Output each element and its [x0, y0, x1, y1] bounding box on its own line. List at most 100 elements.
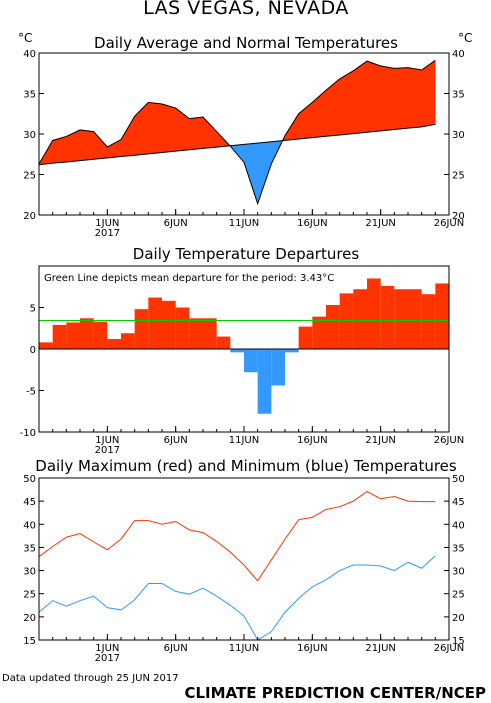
departure-bar	[285, 349, 299, 353]
panel2-xtick-label: 11JUN	[229, 435, 259, 446]
departure-bar	[80, 318, 94, 349]
departure-bar	[298, 326, 313, 349]
departure-bar	[435, 283, 449, 349]
panel2-ytick-label: 0	[30, 345, 36, 356]
panel1-area-segment	[107, 139, 122, 159]
departure-bar	[93, 321, 108, 349]
panel1-area-segment	[366, 60, 381, 133]
panel1-area-segment	[421, 59, 436, 128]
panel-average-normal: Daily Average and Normal Temperatures °C…	[18, 31, 472, 239]
departure-bar	[339, 293, 354, 349]
mean-departure-annotation: Green Line depicts mean departure for th…	[44, 273, 334, 284]
panel2-xtick-label: 16JUN	[297, 435, 327, 446]
departure-bar	[134, 309, 149, 349]
panel1-area-segment	[93, 130, 108, 160]
departure-bar	[107, 339, 121, 349]
panel2-xtick-label: 1JUN	[95, 435, 119, 446]
panel3-ytick-label: 20	[23, 613, 36, 624]
panel3-xtick-label: 1JUN	[95, 643, 119, 654]
panel2-xtick-sublabel: 2017	[95, 445, 120, 456]
panel1-area-segment	[52, 136, 67, 164]
departure-bar	[421, 294, 436, 349]
panel2-ytick-label: 5	[30, 304, 36, 315]
panel1-area-segment	[394, 67, 409, 130]
departure-bar	[312, 316, 326, 349]
panel-max-min: Daily Maximum (red) and Minimum (blue) T…	[23, 457, 464, 664]
panel1-xtick-label: 26JUN	[434, 218, 464, 229]
credit-label: CLIMATE PREDICTION CENTER/NCEP	[184, 684, 486, 702]
panel3-ytick-label-right: 45	[452, 497, 465, 508]
panel1-ytick-label-right: 40	[452, 49, 465, 60]
departure-bar	[52, 324, 67, 349]
departure-bar	[203, 318, 217, 349]
panel1-ytick-label-right: 35	[452, 90, 465, 101]
panel1-left-unit: °C	[18, 31, 32, 45]
panel2-ytick-label: -5	[26, 387, 36, 398]
panel1-title: Daily Average and Normal Temperatures	[94, 34, 398, 52]
panel3-ytick-label: 15	[23, 636, 36, 647]
panel1-xtick-label: 1JUN	[95, 218, 119, 229]
panel1-area-segment	[79, 129, 94, 161]
panel1-xtick-label: 21JUN	[365, 218, 395, 229]
panel1-area-segment	[161, 103, 176, 153]
panel1-area-segment	[243, 142, 258, 204]
departure-bar	[271, 349, 285, 386]
panel1-area-segment	[175, 107, 190, 152]
panel1-area-segment	[148, 102, 163, 155]
panel3-ytick-label-right: 40	[452, 520, 465, 531]
panel1-area-segment	[339, 70, 354, 136]
panel3-ytick-label-right: 30	[452, 567, 465, 578]
panel1-ytick-label-right: 30	[452, 130, 465, 141]
departure-bar	[380, 285, 395, 349]
panel3-ytick-label: 45	[23, 497, 36, 508]
panel3-ytick-label: 30	[23, 567, 36, 578]
panel1-ytick-label: 40	[23, 49, 36, 60]
panel1-area-segment	[380, 65, 395, 132]
departure-bar	[257, 349, 272, 414]
panel2-xtick-label: 6JUN	[164, 435, 188, 446]
panel1-right-unit: °C	[458, 31, 472, 45]
panel1-xtick-label: 11JUN	[229, 218, 259, 229]
panel1-area-segment	[312, 89, 327, 138]
data-updated-note: Data updated through 25 JUN 2017	[2, 673, 179, 684]
panel1-area-segment	[134, 101, 149, 156]
panel1-area-segment	[353, 60, 368, 134]
departure-bar	[175, 307, 190, 349]
departure-bar	[408, 289, 422, 349]
average-temperature-line	[38, 59, 436, 206]
departure-bar	[394, 289, 408, 349]
panel2-title: Daily Temperature Departures	[133, 245, 360, 263]
panel1-ytick-label: 30	[23, 130, 36, 141]
departure-bar	[353, 289, 367, 349]
departure-bar	[230, 349, 244, 353]
panel1-ytick-label: 25	[23, 171, 36, 182]
panel3-xtick-label: 6JUN	[164, 643, 188, 654]
departure-bar	[121, 333, 135, 349]
panel3-title: Daily Maximum (red) and Minimum (blue) T…	[35, 457, 457, 475]
departure-bar	[148, 297, 162, 349]
min-temperature-line	[38, 555, 436, 641]
departure-bar	[326, 305, 340, 349]
panel1-area-segment	[257, 141, 272, 204]
panel3-ytick-label: 50	[23, 474, 36, 485]
panel1-xtick-sublabel: 2017	[95, 228, 120, 239]
panel1-area-segment	[66, 129, 81, 163]
departure-bar	[244, 349, 258, 373]
departure-bar	[367, 278, 381, 349]
panel3-xtick-label: 16JUN	[297, 643, 327, 654]
departure-bar	[66, 322, 80, 349]
panel3-ytick-label: 40	[23, 520, 36, 531]
panel1-ytick-label-right: 20	[452, 211, 465, 222]
panel1-area-segment	[202, 116, 217, 149]
departure-bar	[216, 336, 231, 349]
panel3-ytick-label: 35	[23, 543, 36, 554]
panel1-area-segment	[189, 116, 204, 151]
page-title: LAS VEGAS, NEVADA	[143, 0, 349, 19]
max-temperature-line	[38, 490, 436, 582]
panel1-xtick-label: 6JUN	[164, 218, 188, 229]
panel2-xtick-label: 21JUN	[365, 435, 395, 446]
panel3-ytick-label-right: 35	[452, 543, 465, 554]
departure-bar	[189, 318, 203, 349]
panel3-ytick-label: 25	[23, 590, 36, 601]
